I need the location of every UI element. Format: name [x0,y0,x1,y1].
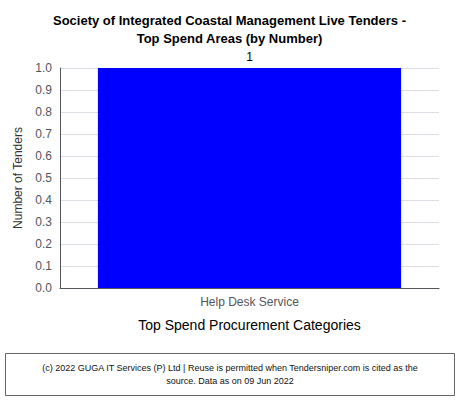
svg-text:0.4: 0.4 [35,193,52,207]
svg-text:Top Spend Areas (by Number): Top Spend Areas (by Number) [137,31,323,46]
svg-text:(c) 2022 GUGA IT Services (P): (c) 2022 GUGA IT Services (P) Ltd | Reus… [42,363,418,373]
svg-text:0.8: 0.8 [35,105,52,119]
svg-text:Top Spend Procurement Categori: Top Spend Procurement Categories [138,317,361,333]
svg-text:source. Data as on 09 Jun 2022: source. Data as on 09 Jun 2022 [166,376,294,386]
svg-text:0.0: 0.0 [35,281,52,295]
svg-text:Number of Tenders: Number of Tenders [11,127,25,229]
svg-text:0.5: 0.5 [35,171,52,185]
svg-text:0.1: 0.1 [35,259,52,273]
svg-text:1: 1 [246,50,253,64]
svg-text:0.6: 0.6 [35,149,52,163]
svg-text:0.2: 0.2 [35,237,52,251]
svg-text:1.0: 1.0 [35,61,52,75]
svg-text:0.9: 0.9 [35,83,52,97]
svg-text:Society of Integrated Coastal: Society of Integrated Coastal Management… [53,13,406,28]
svg-text:0.7: 0.7 [35,127,52,141]
svg-text:0.3: 0.3 [35,215,52,229]
svg-text:Help Desk Service: Help Desk Service [200,295,299,309]
